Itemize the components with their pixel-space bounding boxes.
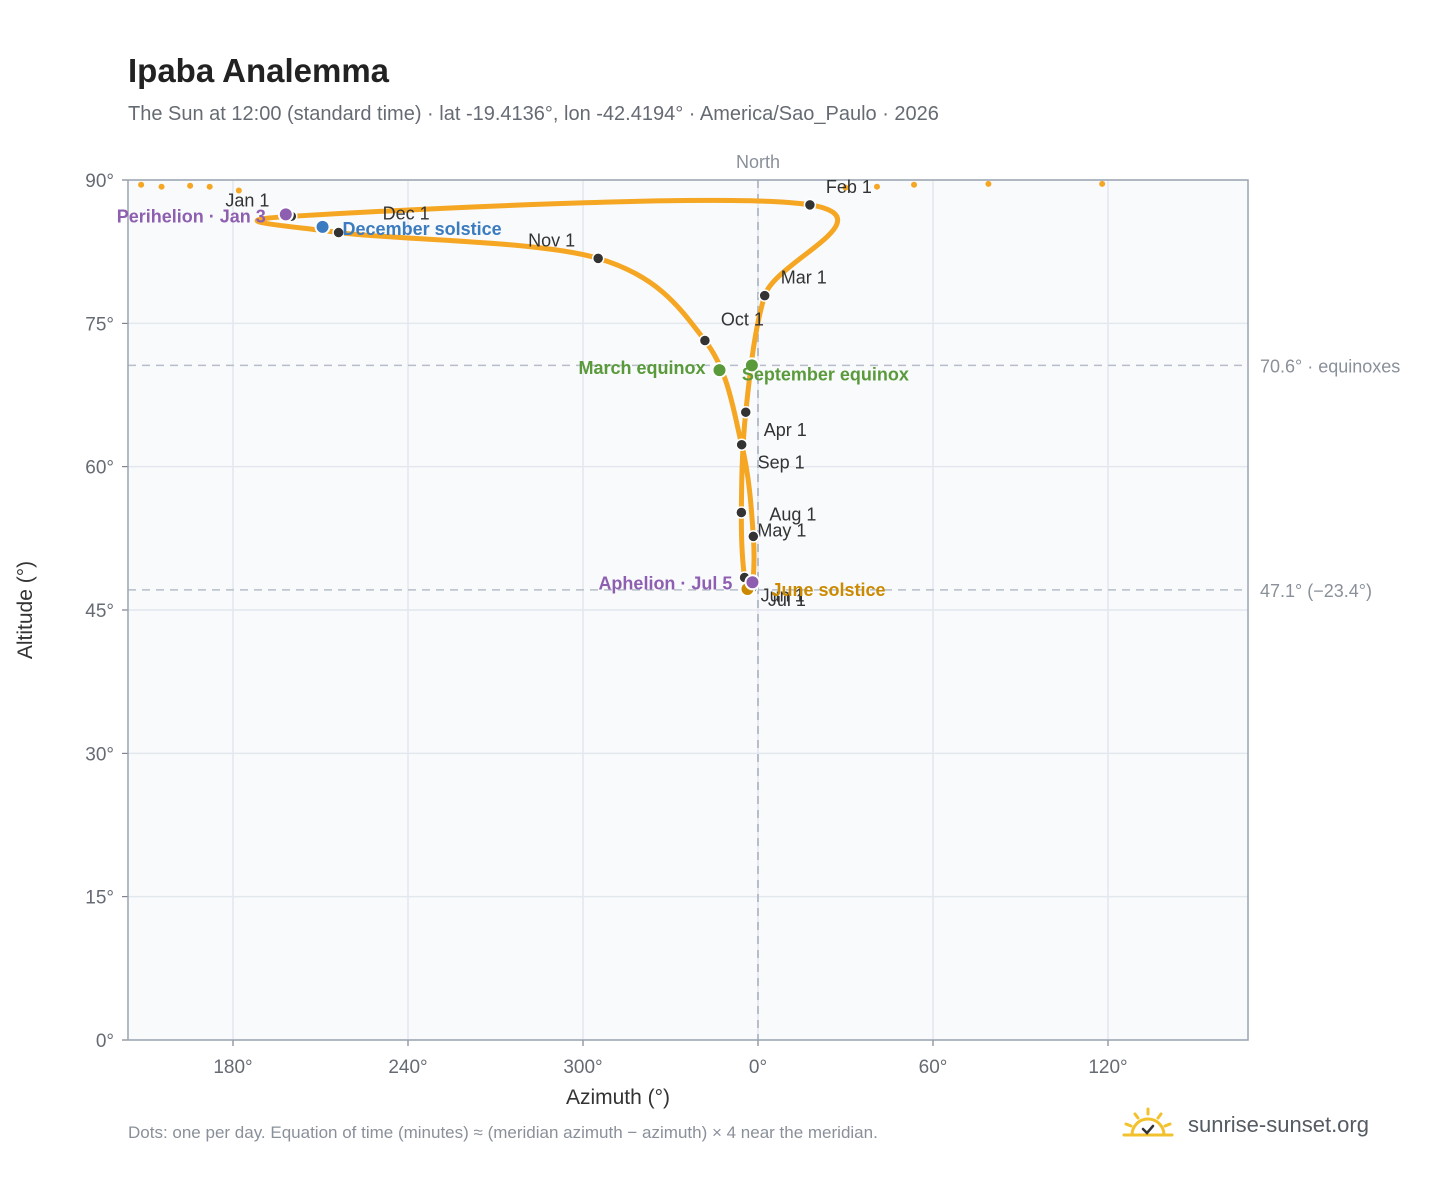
- brand[interactable]: sunrise-sunset.org: [1120, 1100, 1369, 1150]
- month-label: Mar 1: [781, 268, 827, 288]
- chart-title: Ipaba Analemma: [128, 52, 390, 89]
- daily-point: [187, 182, 194, 189]
- x-axis-title: Azimuth (°): [566, 1086, 670, 1109]
- month-marker: [739, 405, 752, 419]
- reference-line-label: 47.1° (−23.4°): [1260, 581, 1372, 601]
- y-tick-label: 15°: [85, 888, 114, 909]
- daily-point: [911, 181, 918, 188]
- month-label: Jul 1: [768, 590, 806, 610]
- event-marker: [314, 218, 331, 235]
- reference-line-label: 70.6° · equinoxes: [1260, 356, 1400, 376]
- month-label: Aug 1: [769, 504, 816, 524]
- month-marker: [803, 198, 817, 212]
- month-label: May 1: [757, 521, 806, 541]
- y-tick-label: 60°: [85, 458, 114, 479]
- x-tick-label: 0°: [749, 1057, 767, 1078]
- month-marker: [591, 252, 605, 265]
- sun-logo-icon: [1122, 1107, 1174, 1137]
- event-marker: [744, 574, 761, 591]
- y-tick-label: 45°: [85, 601, 114, 622]
- y-tick-label: 30°: [85, 744, 114, 765]
- month-marker: [735, 438, 748, 451]
- y-tick-label: 0°: [96, 1031, 114, 1052]
- brand-name: sunrise-sunset.org: [1188, 1112, 1369, 1137]
- month-marker: [747, 530, 760, 543]
- month-label: Jan 1: [225, 190, 269, 210]
- event-label: March equinox: [578, 358, 705, 378]
- daily-point: [206, 183, 213, 190]
- y-tick-label: 90°: [85, 171, 114, 192]
- event-label: Perihelion · Jan 3: [117, 206, 266, 226]
- month-marker: [735, 506, 748, 519]
- event-label: December solstice: [343, 219, 502, 239]
- event-label: September equinox: [742, 364, 909, 384]
- daily-point: [1099, 180, 1106, 187]
- y-tick-label: 75°: [85, 314, 114, 335]
- month-label: Dec 1: [383, 204, 430, 224]
- month-marker: [758, 289, 771, 302]
- event-label: Aphelion · Jul 5: [598, 573, 732, 593]
- meridian-label: North: [736, 152, 780, 172]
- x-tick-label: 300°: [563, 1057, 602, 1078]
- event-label: June solstice: [772, 580, 886, 600]
- chart-subtitle: The Sun at 12:00 (standard time) · lat -…: [128, 103, 939, 125]
- x-tick-label: 120°: [1088, 1057, 1127, 1078]
- plot-border: [127, 179, 1249, 1041]
- x-tick-label: 60°: [919, 1057, 948, 1078]
- daily-point: [874, 183, 880, 190]
- month-label: Sep 1: [758, 453, 805, 473]
- daily-point: [138, 181, 145, 188]
- footnote: Dots: one per day. Equation of time (min…: [128, 1123, 878, 1142]
- event-marker: [711, 362, 728, 379]
- month-label: Feb 1: [826, 177, 872, 197]
- month-marker: [698, 334, 712, 347]
- x-tick-label: 240°: [388, 1057, 427, 1078]
- x-tick-label: 180°: [213, 1057, 252, 1078]
- month-marker: [332, 226, 345, 239]
- month-label: Oct 1: [721, 310, 764, 330]
- month-label: Nov 1: [528, 230, 575, 250]
- daily-point: [985, 180, 992, 187]
- event-marker: [277, 206, 294, 223]
- y-axis-title: Altitude (°): [14, 561, 37, 659]
- daily-point: [235, 187, 242, 194]
- month-label: Apr 1: [764, 420, 807, 440]
- event-marker: [743, 357, 760, 374]
- month-label: Jun 1: [761, 586, 805, 606]
- daily-point: [158, 183, 165, 190]
- daily-point: [842, 184, 849, 191]
